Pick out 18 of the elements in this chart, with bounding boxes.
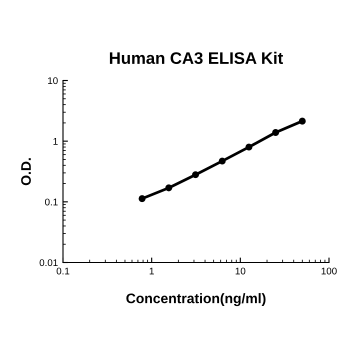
point [192, 171, 200, 178]
point [245, 144, 252, 151]
y-tick-label: 1 [53, 138, 58, 145]
y-tick-label: 0.01 [40, 259, 58, 266]
y-tick-label: 0.1 [45, 198, 58, 206]
chart-title: Human CA3 ELISA Kit [110, 52, 283, 64]
point [298, 118, 306, 125]
y-axis-title: O.D. [21, 158, 31, 186]
point [138, 195, 146, 202]
y-tick-label: 10 [48, 77, 58, 84]
x-tick-label: 1 [150, 268, 154, 274]
point [272, 129, 280, 136]
x-tick-label: 0.1 [56, 268, 70, 274]
x-axis-title: Concentration(ng/ml) [126, 293, 266, 306]
point [165, 184, 172, 192]
x-tick-label: 10 [236, 268, 246, 274]
x-tick-label: 100 [322, 268, 337, 274]
point [218, 158, 226, 165]
